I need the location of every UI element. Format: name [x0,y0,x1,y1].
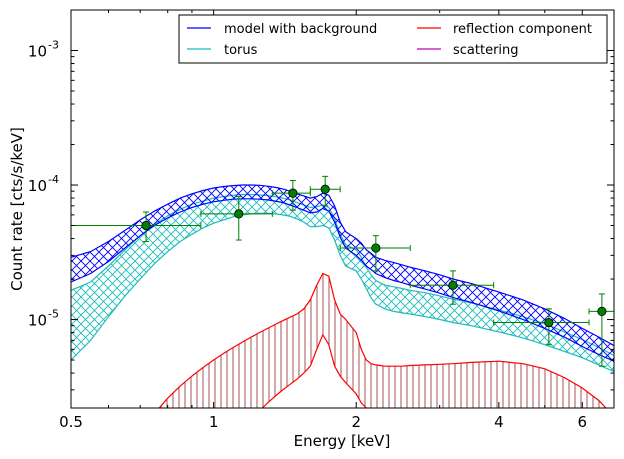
data-point-marker [288,188,298,198]
reflection-component-lower-line [261,333,368,408]
y-tick-exponent: -4 [48,173,59,186]
plot-frame [70,9,615,409]
data-point-marker [597,306,607,316]
data-point [493,308,590,346]
data-point-marker [234,209,244,219]
y-tick-label: 10 [28,312,47,330]
y-tick-label: 10 [28,42,47,60]
x-tick-label: 6 [578,413,588,431]
data-point-marker [320,184,330,194]
data-point [409,270,495,305]
legend-box [178,14,608,64]
y-tick-label: 10 [28,177,47,195]
reflection-component-series [158,272,607,408]
data-point-marker [448,280,458,290]
data-point [271,180,311,211]
data-point-marker [544,317,554,328]
data-point [309,175,341,207]
x-tick-label: 2 [351,413,361,431]
legend-label-scattering: scattering [453,43,519,58]
x-axis-label: Energy [keV] [294,432,391,450]
data-point-marker [371,243,381,253]
x-tick-label: 0.5 [59,413,83,431]
data-point [200,196,273,241]
data-points-layer [71,175,614,367]
y-tick-exponent: -5 [48,308,59,321]
legend-label-reflection: reflection component [453,22,592,37]
legend-label-torus: torus [224,43,258,58]
y-axis-label: Count rate [cts/s/keV] [8,127,26,291]
series-layer [71,184,614,408]
x-tick-label: 4 [494,413,504,431]
axis-ticks: 0.5 1 2 4 610-510-410-3 [28,9,615,431]
y-tick-exponent: -3 [48,38,59,51]
data-point-marker [141,220,151,231]
data-point [71,211,202,243]
data-point [339,235,411,272]
legend-label-model: model with background [224,22,377,37]
legend: model with background torus reflection c… [178,14,608,64]
data-point [588,293,614,367]
torus-lower-line [71,212,614,373]
reflection-component-upper-line [158,272,607,408]
x-tick-label: 1 [209,413,219,431]
